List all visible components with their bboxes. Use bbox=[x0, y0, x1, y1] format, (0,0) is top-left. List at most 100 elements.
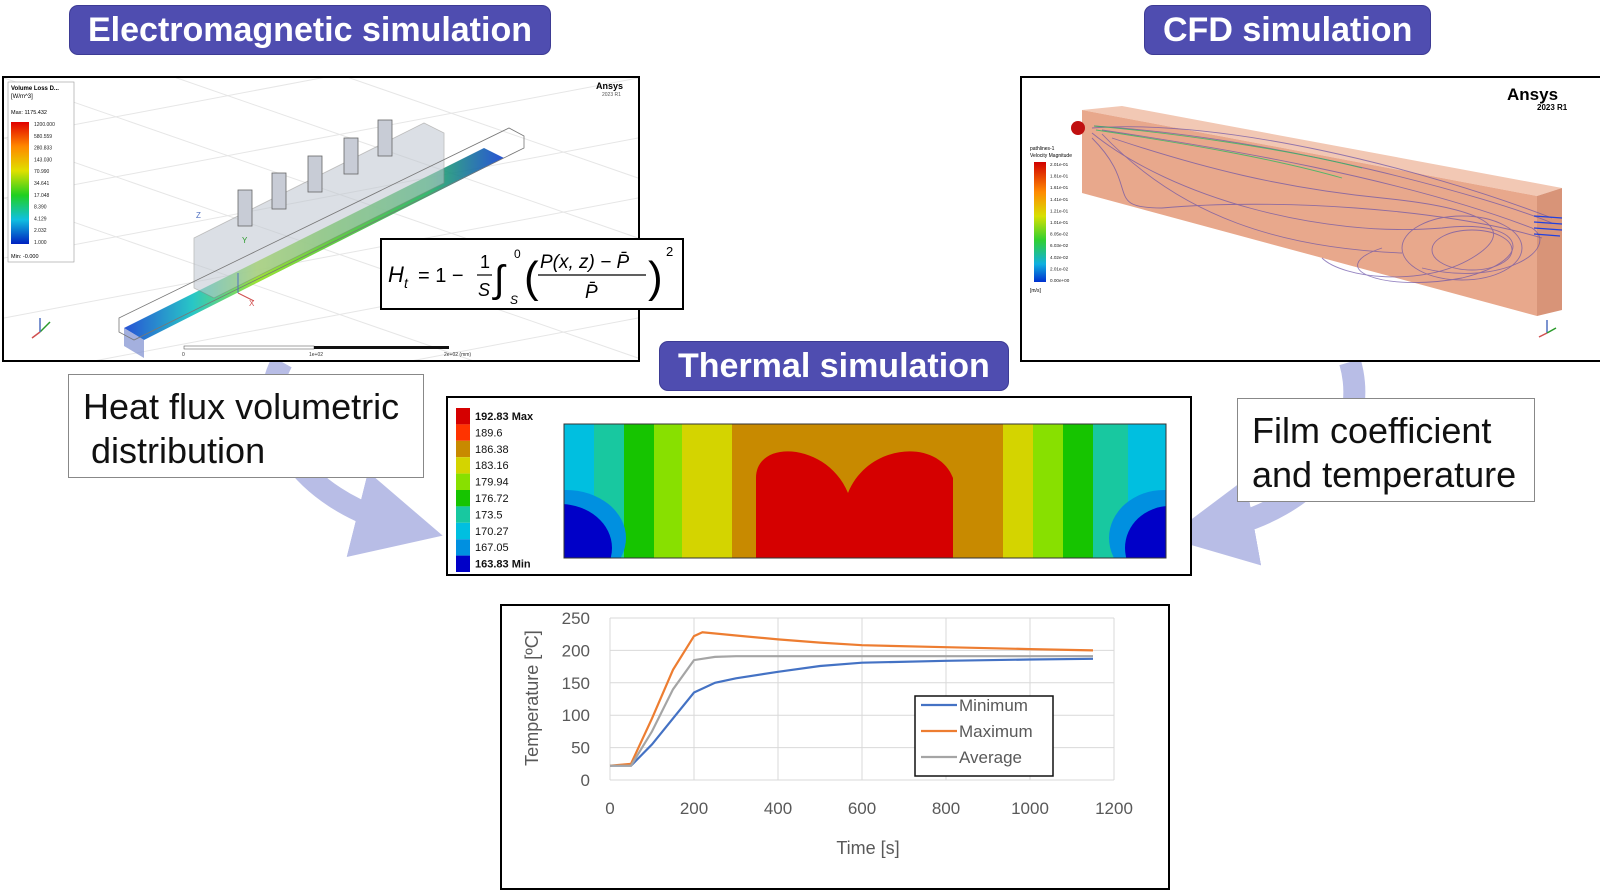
y-tick-label: 200 bbox=[562, 641, 590, 660]
cfd-legend-value: 8.05e-02 bbox=[1050, 232, 1069, 237]
em-legend-value: 8.390 bbox=[34, 205, 47, 211]
em-corner-triad bbox=[31, 318, 51, 339]
em-axis-z: Z bbox=[196, 211, 201, 220]
thermal-legend-swatch bbox=[456, 440, 470, 458]
thermal-simulation-panel: 192.83 Max 189.6 186.38 183.16 179.94 176.72 1… bbox=[446, 396, 1192, 576]
em-pillars bbox=[237, 119, 393, 227]
em-simulation-panel: X Z Y Volume Loss D... [W/m^3] Max: 1175… bbox=[2, 76, 640, 362]
thermal-legend-value: 189.6 bbox=[475, 427, 503, 439]
formula-lhs: H bbox=[388, 262, 404, 287]
cfd-legend-value: 1.41e-01 bbox=[1050, 197, 1069, 202]
x-tick-label: 200 bbox=[680, 799, 708, 818]
y-tick-label: 50 bbox=[571, 739, 590, 758]
cfd-legend-title2: Velocity Magnitude bbox=[1030, 153, 1072, 159]
em-legend-value: 143.030 bbox=[34, 157, 52, 163]
cfd-render: pathlines-1 Velocity Magnitude 2.01e-01 1… bbox=[1030, 85, 1568, 338]
em-axis-triad bbox=[237, 273, 255, 302]
heat-flux-line1: Heat flux volumetric bbox=[83, 386, 400, 427]
thermal-legend-value: 183.16 bbox=[475, 460, 509, 472]
formula-power: 2 bbox=[666, 244, 673, 259]
em-legend-value: 70.990 bbox=[34, 169, 50, 175]
film-line1: Film coefficient bbox=[1252, 410, 1492, 451]
formula-int-upper: 0 bbox=[514, 247, 521, 261]
y-tick-label: 0 bbox=[581, 771, 590, 790]
cfd-legend-value: 1.01e-01 bbox=[1050, 220, 1069, 225]
temperature-chart: 0 50 100 150 200 250 0 200 400 600 800 1000 1200 Tim… bbox=[522, 609, 1133, 858]
y-tick-label: 250 bbox=[562, 609, 590, 628]
thermal-title: Thermal simulation bbox=[660, 342, 1008, 390]
thermal-legend-swatch bbox=[456, 457, 470, 474]
em-busbar bbox=[118, 122, 525, 358]
em-scale-right: 2e+02 (mm) bbox=[444, 352, 471, 358]
thermal-legend-swatch bbox=[456, 490, 470, 507]
thermal-legend-swatch bbox=[456, 506, 470, 523]
formula-frac-num: 1 bbox=[480, 252, 490, 272]
thermal-legend-value: 192.83 Max bbox=[475, 411, 534, 423]
cfd-simulation-panel: pathlines-1 Velocity Magnitude 2.01e-01 1… bbox=[1020, 76, 1600, 362]
formula-inner-den: P̄ bbox=[585, 282, 598, 303]
thermal-legend-swatch bbox=[456, 424, 470, 441]
em-legend-title: Volume Loss D... bbox=[11, 86, 59, 92]
y-tick-label: 100 bbox=[562, 706, 590, 725]
thermal-legend-swatch bbox=[456, 555, 470, 572]
formula-box: H t = 1 − 1 S ∫ 0 S ( P(x, z) − P̄ P̄ ) … bbox=[380, 238, 684, 310]
chart-legend: Minimum Maximum Average bbox=[914, 695, 1054, 777]
formula-inner-num: P(x, z) − P̄ bbox=[540, 252, 630, 273]
thermal-legend-value: 186.38 bbox=[475, 444, 509, 456]
cfd-outlet-vectors bbox=[1533, 215, 1563, 237]
x-axis-label: Time [s] bbox=[836, 838, 899, 858]
em-legend-min: Min: -0.000 bbox=[11, 254, 39, 260]
legend-label: Average bbox=[959, 748, 1022, 767]
thermal-legend-swatch bbox=[456, 473, 470, 490]
formula-int-lower: S bbox=[510, 293, 518, 307]
y-tick-label: 150 bbox=[562, 674, 590, 693]
film-coefficient-caption: Film coefficient and temperature bbox=[1237, 398, 1535, 502]
formula-paren-close: ) bbox=[648, 253, 663, 302]
em-brand: Ansys bbox=[596, 81, 623, 91]
x-tick-label: 1200 bbox=[1095, 799, 1133, 818]
cfd-legend-value: 1.81e-01 bbox=[1050, 174, 1069, 179]
cfd-corner-triad bbox=[1538, 320, 1557, 338]
x-tick-label: 1000 bbox=[1011, 799, 1049, 818]
legend-label: Minimum bbox=[959, 696, 1028, 715]
series-line-average bbox=[610, 655, 1093, 767]
em-legend-value: 1200.000 bbox=[34, 122, 55, 128]
cfd-legend-value: 2.01e-01 bbox=[1050, 162, 1069, 167]
em-scale-mid: 1e+02 bbox=[309, 352, 323, 358]
em-axis-x: X bbox=[249, 299, 255, 308]
formula-paren-open: ( bbox=[524, 253, 539, 302]
x-tick-label: 600 bbox=[848, 799, 876, 818]
em-legend-value: 34.641 bbox=[34, 181, 50, 187]
x-tick-label: 800 bbox=[932, 799, 960, 818]
formula-eq: = 1 − bbox=[418, 265, 464, 287]
cfd-pathlines bbox=[1091, 125, 1553, 284]
cfd-brand: Ansys bbox=[1507, 85, 1558, 104]
cfd-legend-value: 6.03e-02 bbox=[1050, 243, 1069, 248]
cfd-inlet bbox=[1071, 121, 1085, 135]
temperature-chart-panel: 0 50 100 150 200 250 0 200 400 600 800 1000 1200 Tim… bbox=[500, 604, 1170, 890]
cfd-legend-value: 4.02e-02 bbox=[1050, 255, 1069, 260]
em-legend-value: 2.032 bbox=[34, 228, 47, 234]
cfd-legend-title1: pathlines-1 bbox=[1030, 146, 1055, 152]
cfd-legend-value: 1.61e-01 bbox=[1050, 185, 1069, 190]
thermal-legend-swatch bbox=[456, 539, 470, 556]
heat-flux-caption: Heat flux volumetric distribution bbox=[68, 374, 424, 478]
x-tick-label: 0 bbox=[605, 799, 614, 818]
thermal-legend-value: 167.05 bbox=[475, 542, 509, 554]
cfd-title: CFD simulation bbox=[1145, 6, 1431, 54]
formula-lhs-sub: t bbox=[404, 275, 409, 291]
em-render: X Z Y Volume Loss D... [W/m^3] Max: 1175… bbox=[4, 78, 638, 360]
em-legend-colorbar bbox=[11, 122, 29, 244]
em-legend-value: 280.833 bbox=[34, 146, 52, 152]
em-scalebar-black bbox=[314, 346, 449, 349]
cfd-legend-value: 1.21e-01 bbox=[1050, 208, 1069, 213]
heat-flux-line2: distribution bbox=[91, 430, 266, 471]
film-line2: and temperature bbox=[1252, 454, 1517, 495]
cfd-legend-value: 0.00e+00 bbox=[1050, 278, 1070, 283]
em-legend-value: 580.559 bbox=[34, 134, 52, 140]
thermal-render: 192.83 Max 189.6 186.38 183.16 179.94 176.72 1… bbox=[456, 408, 1167, 572]
em-legend-unit: [W/m^3] bbox=[11, 94, 33, 100]
em-legend-value: 1.000 bbox=[34, 240, 47, 246]
thermal-contour-map bbox=[563, 423, 1167, 559]
cfd-box bbox=[1082, 106, 1562, 316]
